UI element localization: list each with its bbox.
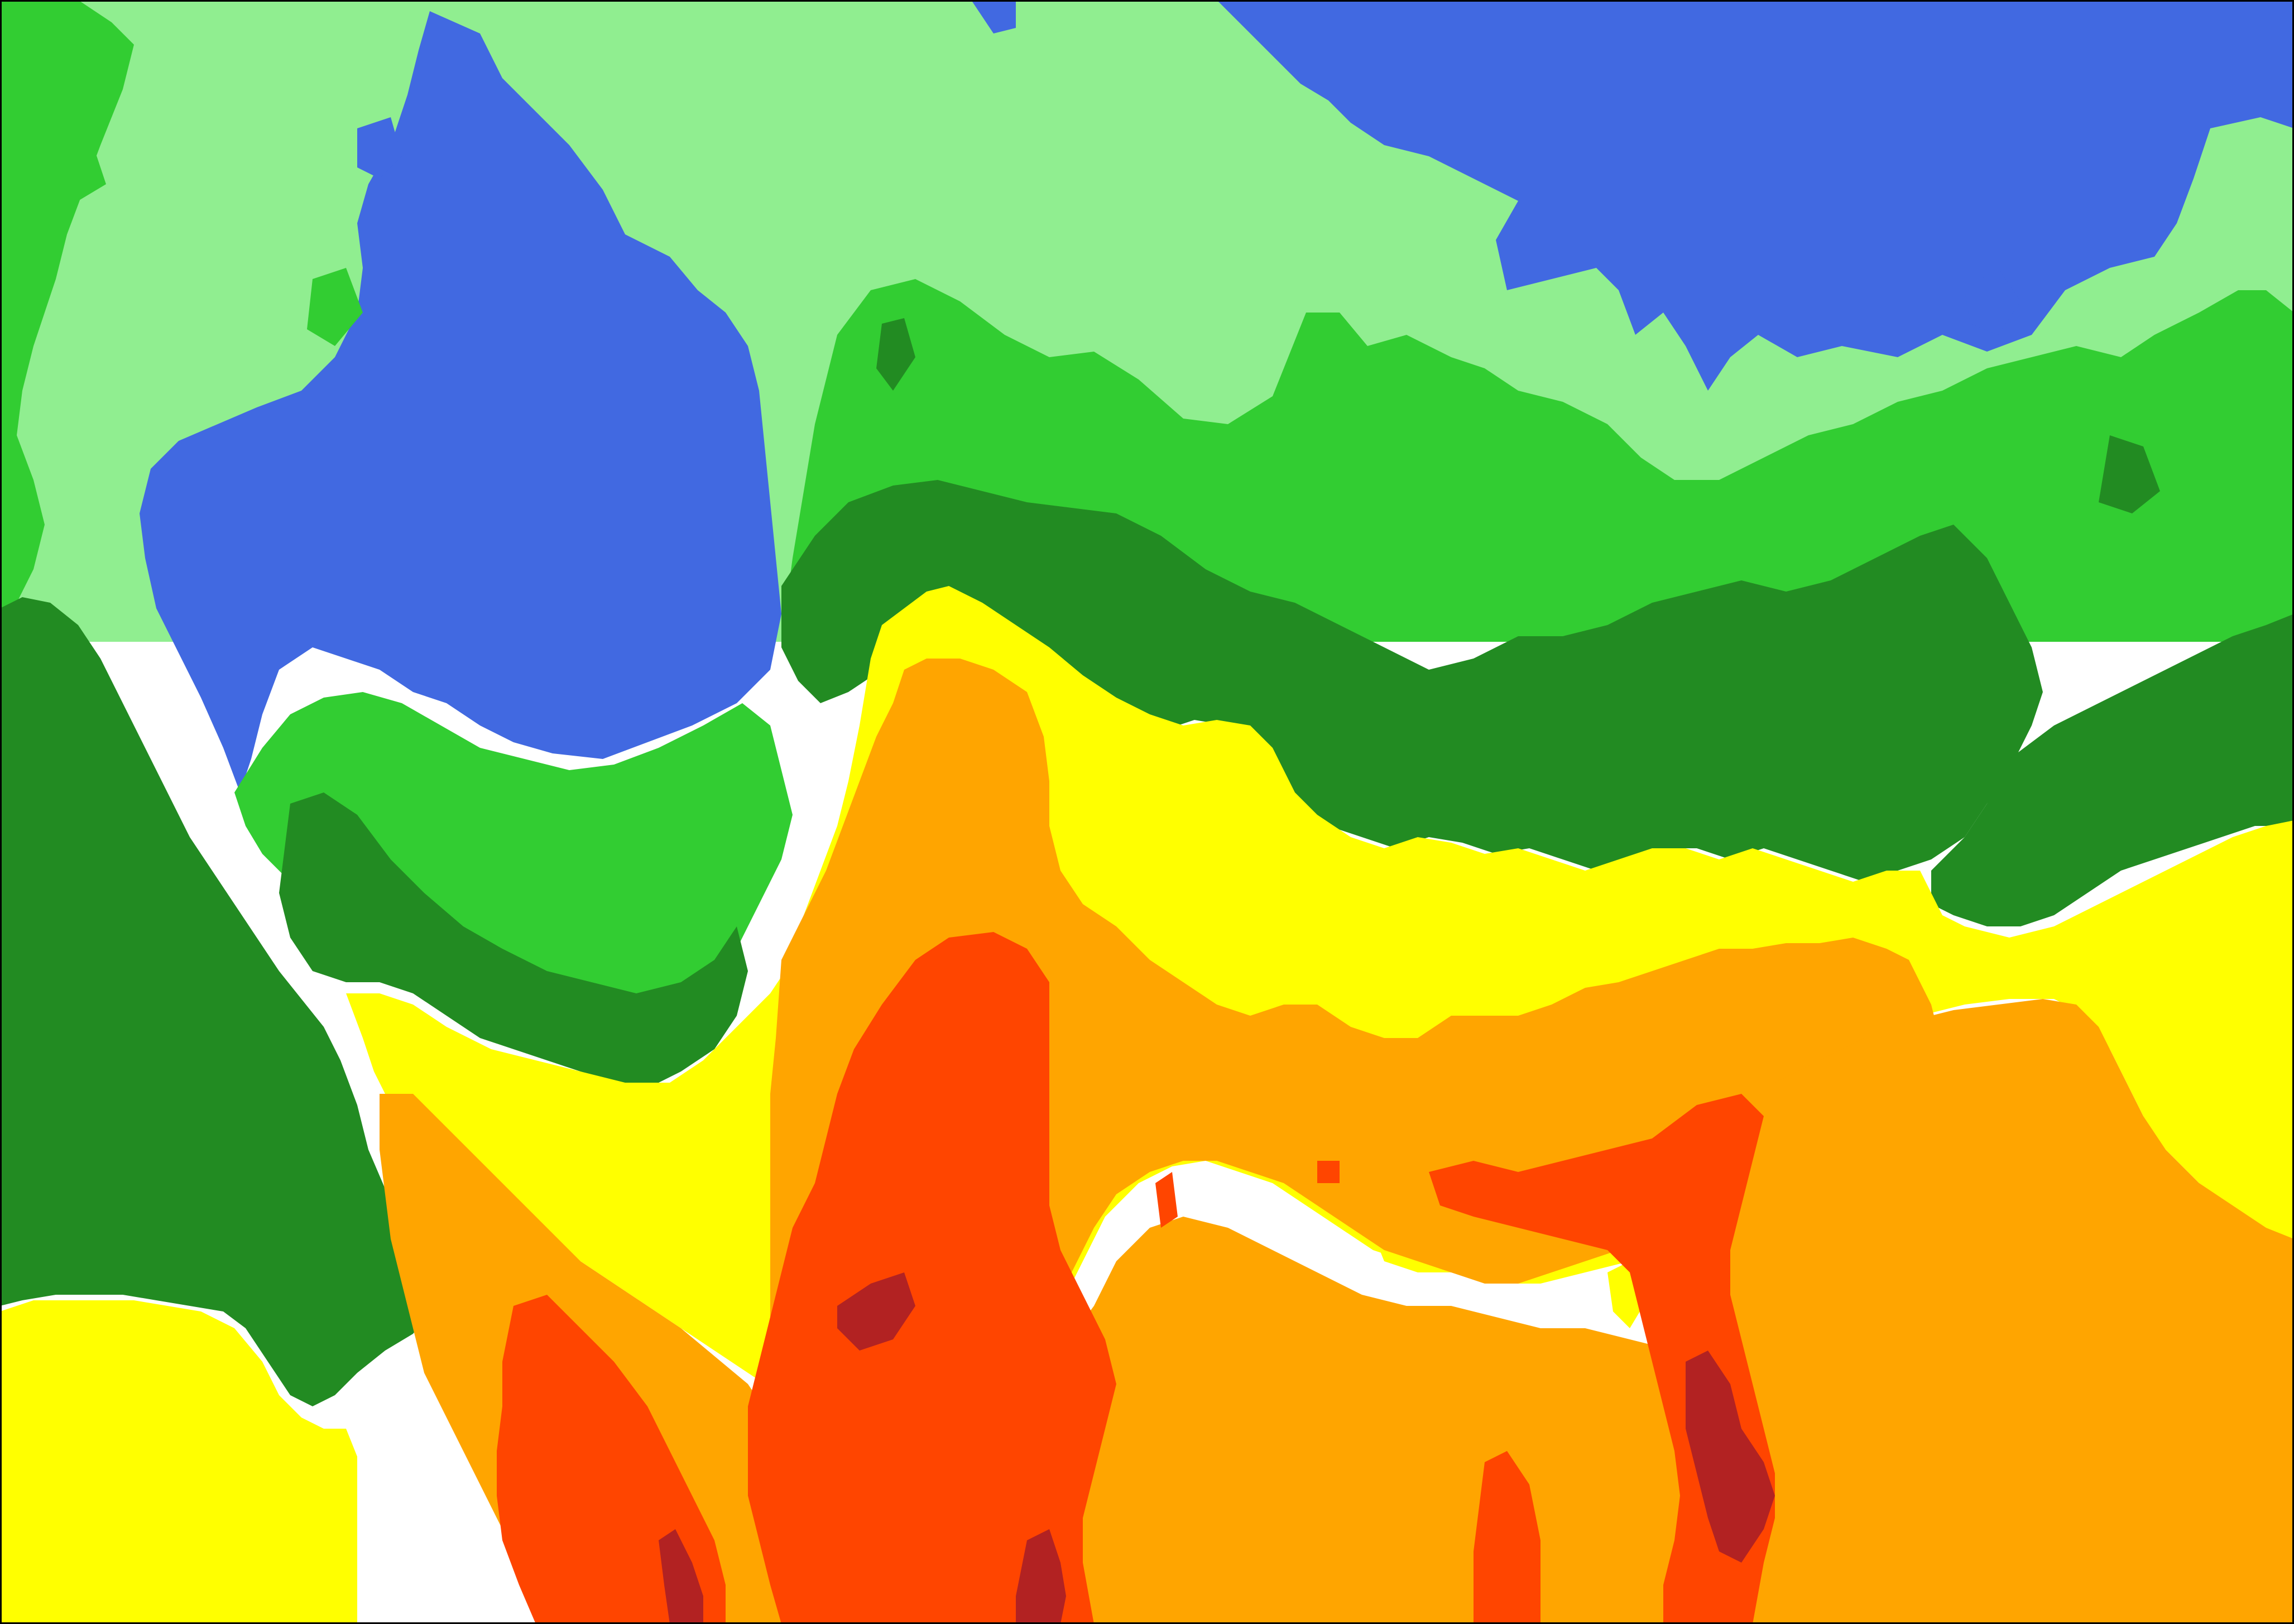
red-orange-region-central xyxy=(748,932,1116,1624)
level-dark-red xyxy=(659,1272,1775,1624)
dark-green-region-west xyxy=(0,597,435,1406)
blue-region-nw xyxy=(140,11,781,792)
dark-green-region-central xyxy=(781,480,2043,882)
green-blob-2 xyxy=(307,268,363,346)
red-orange-blob-1 xyxy=(1155,1172,1178,1228)
green-region-west xyxy=(0,0,134,614)
blue-patch-2 xyxy=(1965,268,2021,335)
red-orange-region-south xyxy=(1474,1451,1540,1624)
dark-red-region-south xyxy=(1016,1529,1066,1624)
red-orange-region-east xyxy=(1429,1094,1775,1624)
level-red-orange xyxy=(497,932,1775,1624)
level-dark-green xyxy=(0,318,2294,1406)
green-region-central xyxy=(234,692,793,1055)
dark-green-region-east xyxy=(1931,614,2294,926)
blue-patch-3 xyxy=(971,0,1016,33)
dark-green-region-lower-central xyxy=(279,792,748,1088)
level-blue xyxy=(140,0,2294,792)
dark-red-region-east xyxy=(1686,1351,1775,1563)
green-blob-3 xyxy=(67,151,106,201)
dark-red-region-southwest xyxy=(659,1529,703,1624)
red-orange-blob-2 xyxy=(1317,1161,1340,1183)
dark-green-blob-2 xyxy=(876,318,915,391)
orange-region-east xyxy=(1719,999,2294,1624)
blue-region-ne xyxy=(1217,0,2294,391)
dark-red-blob-1 xyxy=(837,1272,915,1351)
yellow-region-main xyxy=(0,1300,357,1624)
dark-green-blob-1 xyxy=(2099,435,2160,513)
blue-patch-1 xyxy=(357,117,402,179)
